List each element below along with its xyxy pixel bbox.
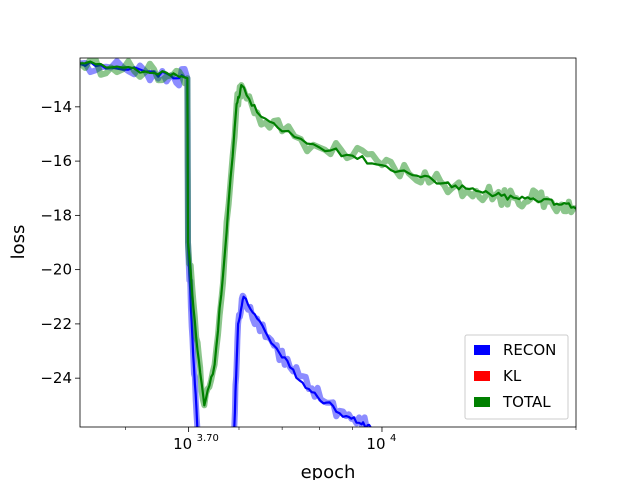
data-point-total-0-9 [223,255,226,258]
data-point-recon-0-6 [191,336,194,339]
series-layer [80,58,576,427]
x-tick-label: 10 [366,435,385,453]
data-point-total-0-15 [351,154,354,157]
x-axis-label: epoch [301,462,356,480]
legend: RECON KL TOTAL [464,334,569,420]
data-point-total-0-22 [512,196,515,199]
y-tick-label: −20 [40,261,72,279]
x-tick-exponent: 4 [390,433,396,444]
legend-swatch-recon [474,345,490,355]
data-point-total-0-12 [256,111,259,114]
data-point-total-0-5 [187,241,189,244]
legend-swatch-total [474,397,490,407]
y-tick-label: −16 [40,152,72,170]
plot-frame [79,57,577,428]
data-point-total-0-13 [281,130,284,133]
data-point-total-0-4 [186,77,189,80]
data-point-total-0-10 [235,103,238,106]
data-point-recon-1-3 [256,317,259,320]
data-point-total-0-25 [560,203,563,206]
legend-box [464,334,569,420]
data-point-total-0-24 [545,198,548,201]
legend-label-kl: KL [503,367,522,385]
data-point-total-0-23 [529,198,532,201]
data-point-total-0-16 [381,164,383,167]
data-point-recon-1-4 [273,344,275,347]
y-tick-label: −14 [40,98,72,116]
y-tick-label: −18 [40,206,72,224]
data-point-total-0-18 [432,179,434,182]
x-axis: 10 3.70 10 4 [125,427,577,453]
data-point-recon-1-1 [237,322,240,325]
data-point-total-0-14 [318,146,321,149]
data-point-recon-1-7 [325,401,328,404]
data-point-total-0-17 [407,172,410,175]
data-point-total-0-21 [494,194,497,196]
y-tick-label: −22 [40,315,72,333]
data-point-recon-1-5 [289,366,291,369]
data-point-total-0-19 [454,184,457,187]
data-point-recon-1-2 [242,295,245,298]
data-point-total-0-2 [144,70,147,73]
data-point-total-0-8 [213,363,216,366]
x-tick-exponent: 3.70 [197,433,219,444]
legend-label-recon: RECON [503,341,556,359]
data-point-total-0-20 [475,189,478,192]
data-point-total-0-11 [240,84,243,87]
data-point-recon-1-8 [345,415,348,418]
x-tick-label: 10 [173,435,192,453]
data-point-total-0-6 [195,336,198,339]
data-point-total-0-1 [110,66,113,69]
data-point-recon-1-6 [307,388,310,390]
legend-swatch-kl [474,371,490,381]
legend-label-total: TOTAL [502,393,551,411]
data-point-total-0-3 [169,74,172,77]
y-axis: −14 −16 −18 −20 −22 −24 [40,98,80,387]
series-recon-line [80,60,199,427]
data-point-total-0-7 [203,404,206,407]
y-axis-label: loss [8,225,29,260]
y-tick-label: −24 [40,369,72,387]
data-point-recon-1-9 [360,423,363,426]
